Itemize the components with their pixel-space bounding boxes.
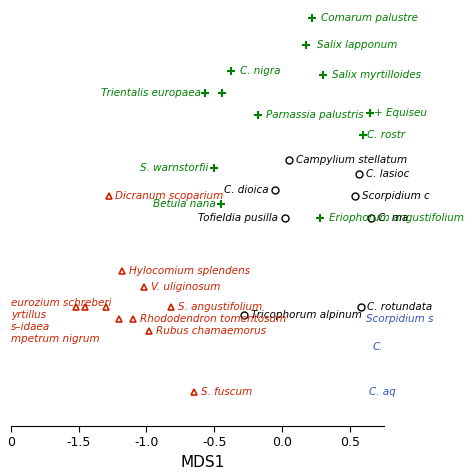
Text: Rubus chamaemorus: Rubus chamaemorus [156,326,266,336]
Text: C. rostr: C. rostr [367,130,406,140]
Text: yrtillus: yrtillus [11,310,46,320]
Text: Salix lapponum: Salix lapponum [317,39,398,49]
Text: C. rotundata: C. rotundata [367,302,433,312]
Text: C. ma: C. ma [378,213,409,223]
Text: + Equiseu: + Equiseu [374,108,427,118]
Text: C. aq: C. aq [369,387,395,397]
Text: mpetrum nigrum: mpetrum nigrum [11,334,100,344]
Text: s–idaea: s–idaea [11,322,50,332]
Text: C. nigra: C. nigra [240,66,281,76]
Text: Tricophorum alpinum: Tricophorum alpinum [251,310,362,320]
Text: C.: C. [373,342,383,352]
Text: S. fuscum: S. fuscum [201,387,252,397]
Text: Trientalis europaea: Trientalis europaea [100,88,201,98]
X-axis label: MDS1: MDS1 [181,455,225,470]
Text: Rhododendron tomentosum: Rhododendron tomentosum [140,314,286,324]
Text: C. dioica: C. dioica [224,185,268,195]
Text: Scorpidium c: Scorpidium c [362,191,430,201]
Text: Comarum palustre: Comarum palustre [321,13,419,23]
Text: C. lasioc: C. lasioc [366,169,410,179]
Text: Parnassia palustris: Parnassia palustris [266,110,364,120]
Text: Tofieldia pusilla: Tofieldia pusilla [198,213,278,223]
Text: V. uliginosum: V. uliginosum [151,282,220,292]
Text: Eriophorum angustifolium: Eriophorum angustifolium [329,213,465,223]
Text: S. warnstorfii: S. warnstorfii [140,163,209,173]
Text: S. angustifolium: S. angustifolium [178,302,262,312]
Text: Campylium stellatum: Campylium stellatum [296,155,407,164]
Text: eurozium schreberi: eurozium schreberi [11,298,111,308]
Text: Scorpidium s: Scorpidium s [366,314,433,324]
Text: Betula nana: Betula nana [153,199,216,209]
Text: Dicranum scoparium: Dicranum scoparium [115,191,224,201]
Text: Salix myrtilloides: Salix myrtilloides [332,70,421,80]
Text: Hylocomium splendens: Hylocomium splendens [129,265,250,275]
